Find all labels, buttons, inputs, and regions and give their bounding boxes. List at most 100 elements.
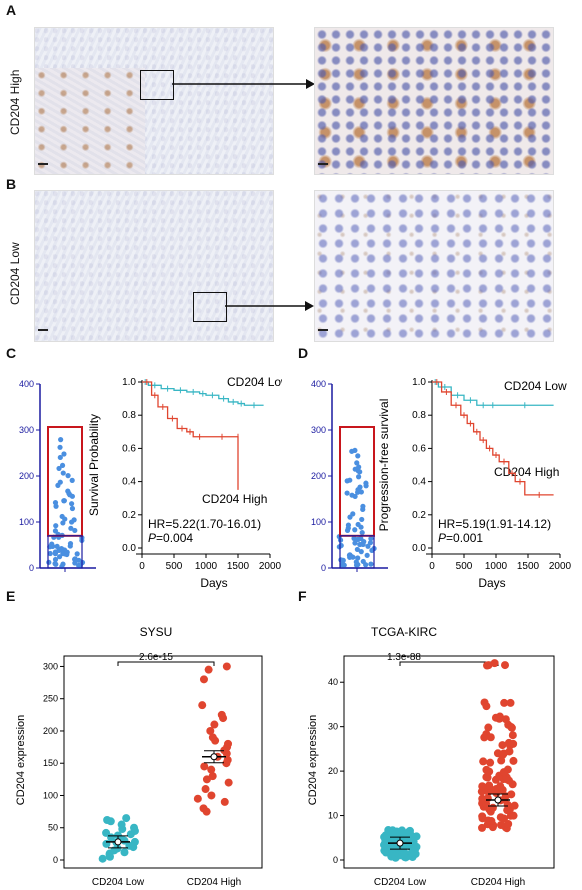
- km-c-low-label: CD204 Low: [227, 375, 282, 389]
- data-point: [201, 785, 210, 794]
- data-point: [364, 552, 370, 558]
- data-point: [498, 751, 507, 760]
- data-point: [484, 723, 493, 732]
- scale-bar: [38, 163, 48, 165]
- x-tick-label: 500: [456, 561, 473, 572]
- km-d-ylabel: Progression-free survival: [377, 399, 391, 532]
- data-point: [46, 559, 52, 565]
- data-point: [478, 823, 487, 832]
- data-point: [60, 470, 66, 476]
- data-point: [344, 478, 350, 484]
- data-point: [52, 550, 59, 556]
- y-tick-label: 0.2: [412, 510, 426, 521]
- data-point: [505, 741, 514, 750]
- km-c-high-label: CD204 High: [202, 492, 267, 506]
- data-point: [508, 731, 517, 740]
- data-point: [52, 556, 59, 563]
- data-point: [504, 819, 513, 828]
- y-tick-label: 1.0: [122, 377, 136, 388]
- data-point: [130, 837, 139, 846]
- data-point: [496, 813, 505, 822]
- km-c-ylabel: Survival Probability: [87, 414, 101, 516]
- micrograph-a-zoom: [314, 27, 554, 175]
- data-point: [74, 551, 80, 557]
- data-point: [60, 520, 66, 526]
- km-c-pvalue: P=0.004: [148, 531, 193, 545]
- mean-marker: [396, 839, 404, 847]
- data-point: [76, 557, 82, 563]
- chart-d-km: CD204 Low CD204 High HR=5.19(1.91-14.12)…: [377, 377, 572, 590]
- data-point: [355, 487, 361, 493]
- data-point: [352, 527, 358, 533]
- data-point: [501, 715, 510, 724]
- data-point: [98, 854, 107, 863]
- data-point: [358, 549, 364, 555]
- data-point: [69, 501, 75, 507]
- data-point: [497, 821, 506, 830]
- zoom-box: [140, 70, 174, 100]
- data-point: [224, 778, 233, 787]
- data-point: [69, 519, 75, 525]
- x-tick-label: 1000: [195, 561, 218, 572]
- panel-c-label: C: [6, 345, 17, 361]
- data-point: [224, 739, 233, 748]
- data-point: [49, 541, 55, 547]
- data-point: [58, 437, 64, 443]
- x-tick-label: 1500: [227, 561, 250, 572]
- data-point: [360, 558, 366, 565]
- data-point: [485, 781, 494, 790]
- data-point: [363, 483, 369, 489]
- y-tick-label: 0.2: [122, 510, 136, 521]
- y-tick-label: 10: [328, 811, 338, 821]
- data-point: [488, 803, 497, 812]
- chart-e-cat-low: CD204 Low: [92, 877, 145, 888]
- low-group-box: [47, 535, 83, 569]
- y-tick-label: 0.8: [412, 410, 426, 421]
- panel-d-label: D: [298, 345, 309, 361]
- data-point: [500, 698, 509, 707]
- data-point: [53, 523, 59, 529]
- y-tick-label: 400: [19, 379, 34, 389]
- data-point: [47, 550, 53, 557]
- plot-frame: [63, 655, 263, 869]
- chart-e-title: SYSU: [140, 625, 173, 639]
- data-point: [102, 828, 111, 837]
- data-point: [69, 477, 75, 483]
- data-point: [52, 528, 59, 534]
- y-tick-label: 300: [311, 425, 326, 435]
- y-tick-label: 250: [43, 694, 58, 704]
- km-c-p-rest: =0.004: [156, 531, 193, 545]
- chart-c-distribution: 0 100 200 300 400: [19, 379, 96, 573]
- data-point: [347, 514, 353, 520]
- y-tick-label: 0: [333, 855, 338, 865]
- data-point: [484, 816, 493, 825]
- data-point: [200, 762, 209, 771]
- micrograph-a-overview: [34, 27, 274, 175]
- y-tick-label: 0: [53, 855, 58, 865]
- data-point: [355, 555, 361, 561]
- data-point: [354, 460, 360, 466]
- y-tick-label: 0.0: [122, 543, 136, 554]
- data-point: [53, 503, 59, 509]
- chart-d-distribution: 0 100 200 300 400: [311, 379, 388, 573]
- y-tick-label: 200: [19, 471, 34, 481]
- data-point: [56, 465, 62, 472]
- km-d-p-italic: P: [438, 531, 446, 545]
- data-point: [479, 757, 488, 766]
- stain-region: [35, 68, 145, 174]
- data-point: [509, 811, 518, 820]
- data-point: [72, 527, 78, 534]
- y-tick-label: 0: [29, 563, 34, 573]
- zoom-box: [193, 292, 227, 322]
- data-point: [62, 516, 68, 522]
- data-point: [54, 543, 60, 549]
- data-point: [368, 535, 374, 542]
- data-point: [353, 537, 359, 543]
- chart-c-km: CD204 Low CD204 High HR=5.22(1.70-16.01)…: [87, 375, 282, 590]
- data-point: [499, 768, 508, 777]
- data-point: [353, 559, 359, 565]
- data-point: [478, 782, 487, 791]
- data-point: [55, 482, 61, 488]
- data-point: [478, 812, 487, 821]
- y-tick-label: 0.4: [412, 477, 426, 488]
